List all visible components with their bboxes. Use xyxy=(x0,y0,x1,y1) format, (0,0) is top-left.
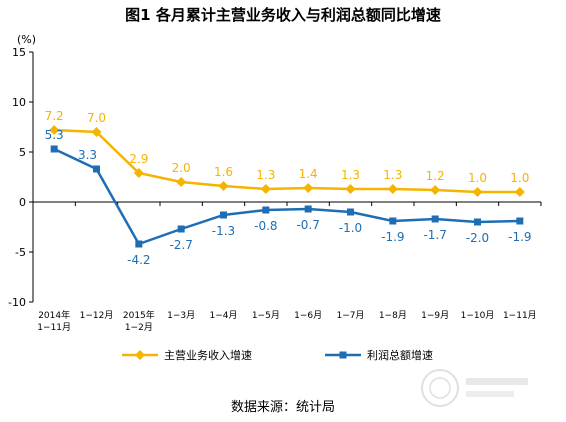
data-label: -2.7 xyxy=(169,238,192,252)
legend-marker xyxy=(135,350,145,360)
data-point xyxy=(133,168,144,178)
data-point xyxy=(177,225,185,233)
data-point xyxy=(474,218,481,226)
x-tick-label: 1−7月 xyxy=(337,310,365,321)
data-label: 7.0 xyxy=(87,111,106,125)
data-label: 1.3 xyxy=(383,168,402,182)
data-label: 1.2 xyxy=(426,169,445,183)
data-point xyxy=(387,184,398,194)
chart-series: 7.2 7.0 2.9 2.0 1.6 1.3 1.4 1.3 1.3 1.2 1.0 1.0 5.3 3… xyxy=(45,109,532,267)
y-tick-label: -5 xyxy=(15,246,26,259)
data-label: -1.9 xyxy=(381,230,404,244)
data-point xyxy=(472,187,483,197)
data-point xyxy=(303,183,314,193)
data-point xyxy=(50,145,58,153)
data-label: -1.7 xyxy=(423,228,446,242)
data-point xyxy=(516,217,524,225)
data-point xyxy=(389,217,397,225)
series-line xyxy=(54,128,520,194)
data-label: 2.0 xyxy=(172,161,191,175)
series-line xyxy=(53,147,520,246)
data-label: -1.3 xyxy=(212,224,235,238)
data-label: -1.0 xyxy=(339,221,362,235)
x-tick-label: 1−4月 xyxy=(210,310,238,321)
data-point xyxy=(345,184,356,194)
data-label: -0.8 xyxy=(254,219,277,233)
data-label: -2.0 xyxy=(466,231,489,245)
x-tick-label: 1−2月 xyxy=(125,322,153,333)
y-tick-label: 15 xyxy=(12,46,26,59)
data-point xyxy=(260,184,271,194)
x-tick-label: 1−11月 xyxy=(503,310,537,321)
x-tick-label: 1−10月 xyxy=(461,310,495,321)
x-tick-label: 1−8月 xyxy=(379,310,407,321)
data-label: 1.3 xyxy=(341,168,360,182)
watermark-logo-icon xyxy=(421,369,528,407)
data-label: 7.2 xyxy=(45,109,64,123)
data-point xyxy=(514,187,525,197)
data-point xyxy=(430,185,441,195)
series-revenue: 7.2 7.0 2.9 2.0 1.6 1.3 1.4 1.3 1.3 1.2 1.0 1.0 xyxy=(45,109,529,197)
data-point xyxy=(431,215,439,223)
chart-title: 图1 各月累计主营业务收入与利润总额同比增速 xyxy=(125,6,441,24)
data-label: 1.0 xyxy=(468,171,487,185)
data-label: -0.7 xyxy=(296,218,319,232)
data-point xyxy=(176,177,187,187)
data-label: -4.2 xyxy=(127,253,150,267)
data-label: 1.3 xyxy=(256,168,275,182)
x-tick-label: 1−5月 xyxy=(252,310,280,321)
data-point xyxy=(91,127,102,137)
data-point xyxy=(262,206,270,214)
data-label: -1.9 xyxy=(508,230,531,244)
data-label: 1.6 xyxy=(214,165,233,179)
y-unit-label: (%) xyxy=(17,33,36,46)
legend-item: 利润总额增速 xyxy=(325,348,433,362)
data-point xyxy=(93,165,100,173)
legend-label: 利润总额增速 xyxy=(367,348,433,362)
data-point xyxy=(135,240,143,248)
data-label: 2.9 xyxy=(129,152,148,166)
x-tick-label: 2014年 xyxy=(38,309,70,321)
x-tick-label: 1−6月 xyxy=(294,310,322,321)
y-tick-label: 0 xyxy=(19,196,26,209)
data-label: 1.4 xyxy=(299,167,318,181)
series-profit: 5.3 3.3 -4.2 -2.7 -1.3 -0.8 -0.7 -1.0 -1.9 -1.7 -2… xyxy=(45,128,532,267)
data-source: 数据来源：统计局 xyxy=(230,400,335,415)
y-tick-label: 5 xyxy=(19,146,26,159)
legend-item: 主营业务收入增速 xyxy=(122,348,252,362)
data-point xyxy=(220,211,227,219)
x-tick-label: 1−11月 xyxy=(37,322,71,333)
data-point xyxy=(304,205,312,213)
x-tick-label: 1−3月 xyxy=(167,310,195,321)
legend-label: 主营业务收入增速 xyxy=(164,348,252,362)
data-label: 1.0 xyxy=(510,171,529,185)
data-point xyxy=(218,181,229,191)
data-label: 5.3 xyxy=(45,128,64,142)
x-tick-label: 2015年 xyxy=(123,309,155,321)
y-tick-label: -10 xyxy=(8,296,26,309)
x-tick-label: 1−12月 xyxy=(80,310,114,321)
legend-marker xyxy=(339,351,347,359)
data-point xyxy=(347,208,354,216)
chart-legend: 主营业务收入增速 利润总额增速 xyxy=(122,348,433,362)
x-tick-label: 1−9月 xyxy=(421,310,449,321)
data-point xyxy=(49,125,60,135)
y-tick-label: 10 xyxy=(12,96,26,109)
data-label: 3.3 xyxy=(78,148,97,162)
